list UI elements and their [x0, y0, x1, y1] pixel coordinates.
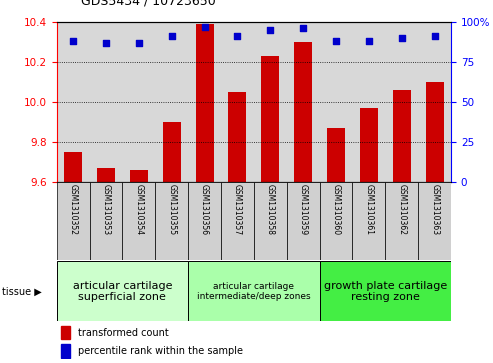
Bar: [61, 344, 70, 358]
Point: [234, 33, 242, 39]
Point: [365, 38, 373, 44]
Bar: [61, 326, 70, 339]
Text: GSM1310353: GSM1310353: [102, 184, 110, 235]
Bar: [352, 182, 386, 260]
Point: [201, 24, 209, 29]
Bar: [122, 182, 155, 260]
Point: [398, 35, 406, 41]
Bar: [90, 182, 122, 260]
Bar: [319, 261, 451, 321]
Text: articular cartilage
superficial zone: articular cartilage superficial zone: [72, 281, 172, 302]
Text: GSM1310360: GSM1310360: [332, 184, 341, 235]
Bar: [155, 182, 188, 260]
Text: GSM1310362: GSM1310362: [397, 184, 406, 235]
Text: GSM1310363: GSM1310363: [430, 184, 439, 235]
Text: transformed count: transformed count: [78, 327, 169, 338]
Bar: [130, 170, 148, 182]
Bar: [57, 261, 188, 321]
Text: percentile rank within the sample: percentile rank within the sample: [78, 346, 244, 356]
Text: GSM1310359: GSM1310359: [299, 184, 308, 235]
Point: [69, 38, 77, 44]
Bar: [64, 152, 82, 182]
Text: GSM1310352: GSM1310352: [69, 184, 77, 235]
Bar: [254, 182, 287, 260]
Bar: [221, 182, 254, 260]
Bar: [319, 182, 352, 260]
Text: growth plate cartilage
resting zone: growth plate cartilage resting zone: [324, 281, 447, 302]
Text: GSM1310354: GSM1310354: [135, 184, 143, 235]
Text: tissue ▶: tissue ▶: [2, 286, 42, 296]
Bar: [360, 108, 378, 182]
Bar: [163, 122, 181, 182]
Text: GSM1310357: GSM1310357: [233, 184, 242, 235]
Text: GSM1310356: GSM1310356: [200, 184, 209, 235]
Point: [168, 33, 176, 39]
Bar: [188, 261, 319, 321]
Bar: [261, 56, 280, 182]
Point: [299, 25, 307, 31]
Point: [332, 38, 340, 44]
Bar: [188, 182, 221, 260]
Point: [266, 27, 274, 33]
Bar: [196, 24, 213, 182]
Bar: [327, 128, 345, 182]
Bar: [97, 168, 115, 182]
Bar: [393, 90, 411, 182]
Point: [102, 40, 110, 45]
Text: articular cartilage
intermediate/deep zones: articular cartilage intermediate/deep zo…: [197, 282, 311, 301]
Text: GDS5434 / 10723650: GDS5434 / 10723650: [81, 0, 216, 7]
Text: GSM1310358: GSM1310358: [266, 184, 275, 235]
Text: GSM1310355: GSM1310355: [167, 184, 176, 235]
Text: GSM1310361: GSM1310361: [364, 184, 373, 235]
Bar: [425, 82, 444, 182]
Bar: [287, 182, 319, 260]
Bar: [386, 182, 418, 260]
Bar: [418, 182, 451, 260]
Bar: [294, 42, 312, 182]
Bar: [228, 92, 246, 182]
Bar: [57, 182, 90, 260]
Point: [431, 33, 439, 39]
Point: [135, 40, 143, 45]
